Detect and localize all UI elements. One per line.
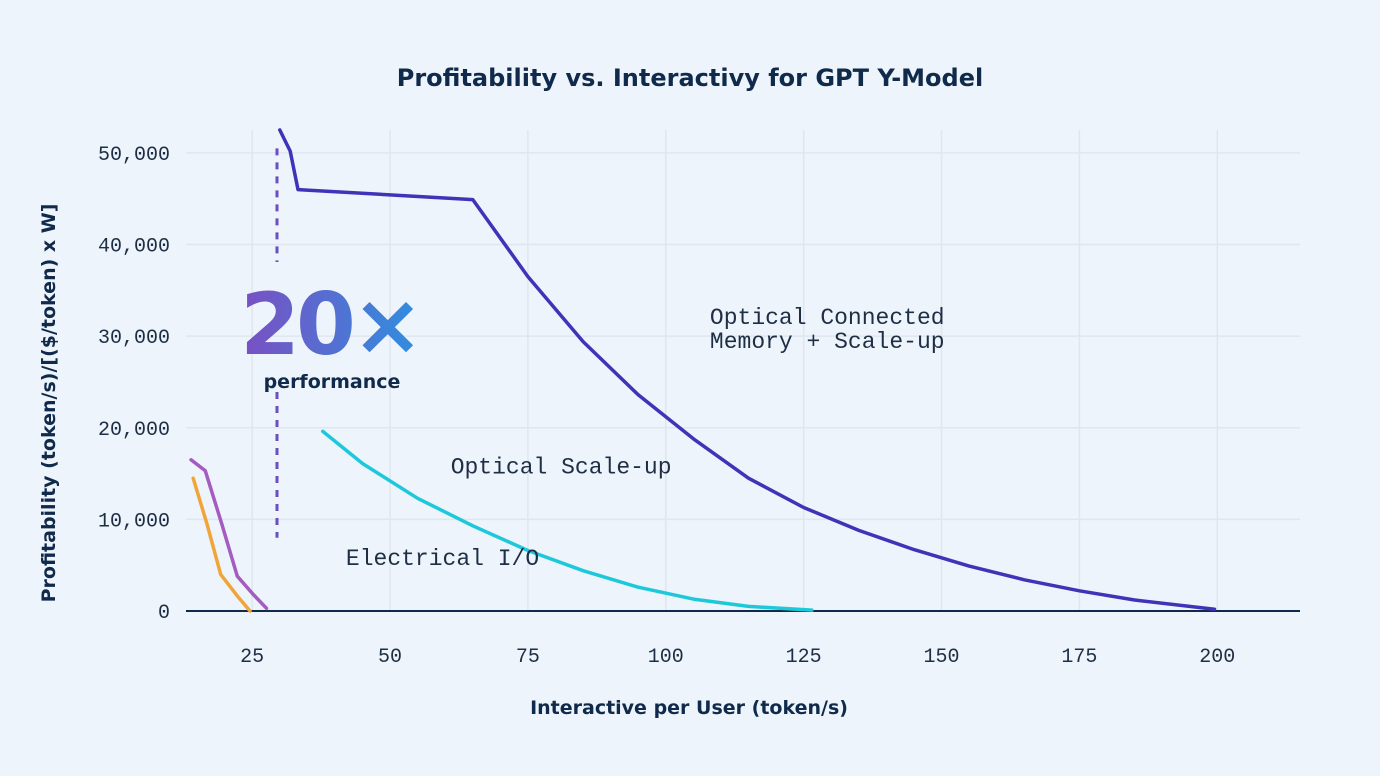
series-annotation-line: Memory + Scale-up (710, 329, 945, 355)
y-tick-label: 20,000 (98, 419, 170, 442)
series-annotation-line: Optical Scale-up (451, 455, 672, 481)
callout-layer: 20×performance (240, 148, 424, 538)
series-line-1 (189, 458, 269, 611)
y-tick-label: 30,000 (98, 327, 170, 350)
x-tick-label: 125 (786, 646, 822, 669)
series-line-3 (278, 128, 1217, 611)
series-line-2 (321, 429, 814, 612)
callout-big-text: 20× (240, 275, 420, 375)
x-tick-label: 75 (516, 646, 540, 669)
x-tick-label: 175 (1061, 646, 1097, 669)
y-tick-label: 40,000 (98, 236, 170, 259)
x-axis-title: Interactive per User (token/s) (530, 697, 848, 719)
series-annotation: Optical Connected Memory + Scale-up (710, 305, 945, 355)
y-tick-label: 0 (158, 602, 170, 625)
tick-labels: 25 50 75 100 125 150 175 200 0 10,000 20,000 30,000… (98, 144, 1235, 669)
annotation-layer: Electrical I/O Optical Scale-up Optical Co… (346, 305, 945, 572)
x-tick-label: 100 (648, 646, 684, 669)
grid-layer (186, 130, 1300, 612)
series-annotation-line: Electrical I/O (346, 546, 539, 572)
x-tick-label: 50 (378, 646, 402, 669)
series-annotation-line: Optical Connected (710, 305, 945, 331)
x-tick-label: 150 (924, 646, 960, 669)
series-line-0 (191, 476, 252, 613)
series-layer (189, 128, 1217, 613)
y-tick-label: 50,000 (98, 144, 170, 167)
callout-sub-text: performance (264, 371, 401, 393)
series-annotation: Electrical I/O (346, 546, 539, 572)
x-tick-label: 200 (1199, 646, 1235, 669)
series-annotation: Optical Scale-up (451, 455, 672, 481)
chart-title: Profitability vs. Interactivy for GPT Y-… (396, 64, 984, 92)
y-axis-title: Profitability (token/s)/[($/token) x W] (38, 204, 60, 603)
x-tick-label: 25 (240, 646, 264, 669)
y-tick-label: 10,000 (98, 510, 170, 533)
